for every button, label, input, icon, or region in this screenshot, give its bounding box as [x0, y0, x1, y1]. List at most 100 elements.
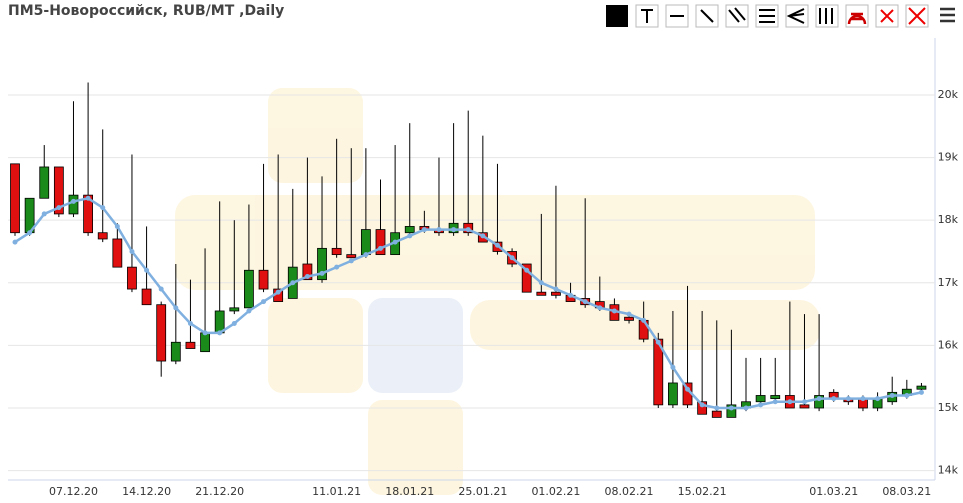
- moving-average-point: [568, 292, 574, 298]
- x-tick-label: 01.02.21: [531, 485, 580, 498]
- moving-average-point: [129, 248, 135, 254]
- moving-average-point: [524, 267, 530, 273]
- candle-body: [170, 341, 181, 362]
- moving-average-point: [494, 242, 500, 248]
- moving-average-point: [889, 392, 895, 398]
- candle-body: [112, 238, 123, 268]
- candle-body: [375, 229, 386, 256]
- candle-body: [10, 163, 20, 234]
- moving-average-point: [85, 195, 91, 201]
- text-tool[interactable]: [635, 4, 659, 28]
- y-tick-label: 18k: [938, 213, 959, 226]
- moving-average-point: [816, 396, 822, 402]
- moving-average-point: [728, 405, 734, 411]
- x-tick-label: 21.12.20: [195, 485, 244, 498]
- channel-tool[interactable]: [725, 4, 749, 28]
- delete-tool[interactable]: [875, 4, 899, 28]
- moving-average-point: [597, 305, 603, 311]
- x-tick-label: 11.01.21: [312, 485, 361, 498]
- moving-average-point: [27, 230, 33, 236]
- candle-body: [711, 410, 722, 418]
- candle-body: [97, 232, 108, 240]
- moving-average-point: [772, 399, 778, 405]
- delete-all-tool[interactable]: [905, 4, 929, 28]
- moving-average-point: [275, 289, 281, 295]
- candle-body: [317, 247, 327, 281]
- moving-average-point: [173, 305, 179, 311]
- fan-tool[interactable]: [785, 4, 809, 28]
- moving-average-point: [261, 299, 267, 305]
- moving-average-point: [743, 405, 749, 411]
- moving-average-point: [904, 392, 910, 398]
- moving-average-point: [202, 330, 208, 336]
- candle-body: [551, 291, 561, 296]
- moving-average-point: [641, 317, 647, 323]
- moving-average-point: [319, 270, 325, 276]
- candle-body: [302, 263, 313, 281]
- moving-average-point: [290, 280, 296, 286]
- moving-average-point: [582, 299, 588, 305]
- candle-body: [697, 401, 708, 415]
- candle-body: [668, 382, 678, 406]
- moving-average-point: [801, 399, 807, 405]
- candle-body: [229, 307, 240, 312]
- moving-average-point: [611, 308, 617, 314]
- candle-body: [68, 194, 79, 215]
- candle-body: [156, 304, 167, 362]
- moving-average-point: [845, 396, 851, 402]
- candle-body: [127, 266, 137, 290]
- candle-body: [755, 395, 766, 403]
- moving-average-point: [875, 396, 881, 402]
- moving-average-point: [231, 320, 237, 326]
- moving-average-point: [714, 405, 720, 411]
- candle-body: [185, 341, 196, 349]
- hline-tool[interactable]: [665, 4, 689, 28]
- x-tick-label: 18.01.21: [385, 485, 434, 498]
- candle-body: [331, 247, 342, 256]
- levels-tool[interactable]: [755, 4, 779, 28]
- vlines-tool[interactable]: [815, 4, 839, 28]
- moving-average-point: [553, 286, 559, 292]
- y-tick-label: 15k: [938, 401, 959, 414]
- moving-average-point: [918, 389, 924, 395]
- trend-tool[interactable]: [695, 4, 719, 28]
- candle-body: [536, 291, 547, 296]
- y-tick-label: 16k: [938, 338, 959, 351]
- x-tick-label: 07.12.20: [49, 485, 98, 498]
- moving-average-point: [392, 239, 398, 245]
- y-tick-label: 19k: [938, 151, 959, 164]
- candle-body: [770, 395, 781, 400]
- moving-average-point: [70, 198, 76, 204]
- moving-average-point: [187, 320, 193, 326]
- candle-body: [200, 332, 210, 353]
- menu[interactable]: [940, 7, 955, 23]
- x-tick-label: 25.01.21: [458, 485, 507, 498]
- candle-body: [653, 338, 664, 406]
- moving-average-point: [144, 267, 150, 273]
- arc-tool[interactable]: [845, 4, 869, 28]
- x-tick-label: 14.12.20: [122, 485, 171, 498]
- moving-average-point: [100, 205, 106, 211]
- color-tool[interactable]: [606, 5, 628, 27]
- x-tick-label: 01.03.21: [809, 485, 858, 498]
- moving-average-point: [626, 311, 632, 317]
- candle-body: [258, 269, 269, 290]
- moving-average-point: [246, 308, 252, 314]
- candle-body: [39, 166, 50, 199]
- candle-body: [404, 226, 415, 234]
- candle-body: [141, 288, 152, 306]
- y-tick-label: 17k: [938, 276, 959, 289]
- candle-body: [521, 263, 532, 293]
- x-tick-label: 15.02.21: [678, 485, 727, 498]
- candle-body: [726, 404, 737, 418]
- candle-body: [244, 269, 254, 309]
- moving-average-point: [114, 223, 120, 229]
- candle-body: [624, 316, 634, 321]
- candle-body: [799, 404, 810, 409]
- candle-body: [360, 229, 371, 256]
- candle-body: [53, 166, 64, 215]
- moving-average-point: [509, 255, 515, 261]
- moving-average-point: [758, 402, 764, 408]
- x-tick-label: 08.03.21: [882, 485, 931, 498]
